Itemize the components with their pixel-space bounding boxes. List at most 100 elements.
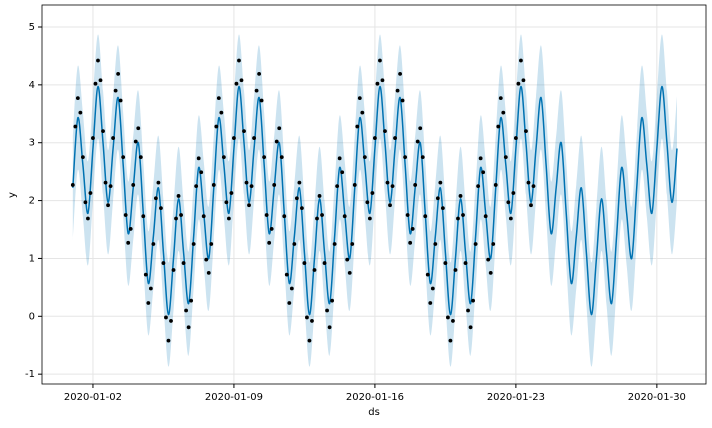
- observed-point: [481, 170, 486, 175]
- y-axis-label: y: [7, 192, 18, 198]
- observed-point: [390, 184, 395, 189]
- observed-point: [360, 110, 365, 115]
- observed-point: [249, 184, 254, 189]
- observed-point: [476, 184, 481, 189]
- x-axis-label: ds: [368, 407, 380, 418]
- observed-point: [317, 194, 322, 198]
- observed-point: [398, 71, 402, 76]
- observed-point: [262, 155, 267, 160]
- observed-point: [209, 242, 214, 246]
- observed-point: [257, 71, 262, 76]
- observed-point: [446, 315, 450, 320]
- y-tick-label: 1: [29, 253, 35, 264]
- observed-point: [332, 242, 337, 246]
- observed-point: [194, 184, 199, 189]
- observed-point: [201, 214, 206, 219]
- observed-point: [433, 242, 438, 246]
- observed-point: [300, 206, 304, 210]
- observed-point: [128, 227, 133, 231]
- observed-point: [496, 124, 501, 129]
- observed-point: [277, 126, 282, 131]
- observed-point: [403, 155, 408, 160]
- observed-point: [279, 155, 284, 160]
- observed-point: [310, 319, 314, 323]
- observed-point: [133, 139, 138, 144]
- x-tick-label: 2020-01-09: [205, 392, 263, 403]
- observed-point: [232, 136, 236, 140]
- observed-point: [88, 191, 93, 195]
- observed-point: [327, 325, 332, 330]
- observed-point: [443, 261, 448, 265]
- observed-point: [138, 155, 143, 160]
- observed-point: [148, 286, 153, 291]
- observed-point: [181, 261, 186, 265]
- plot-area: [42, 5, 706, 384]
- observed-point: [473, 242, 478, 246]
- observed-point: [347, 271, 352, 275]
- observed-point: [355, 124, 360, 129]
- x-tick-label: 2020-01-23: [487, 392, 545, 403]
- observed-point: [519, 58, 523, 63]
- observed-point: [400, 98, 405, 103]
- observed-point: [121, 155, 126, 160]
- observed-point: [430, 286, 435, 291]
- observed-point: [136, 126, 141, 131]
- observed-point: [529, 203, 533, 208]
- observed-point: [302, 261, 307, 265]
- observed-point: [237, 58, 241, 63]
- observed-point: [345, 257, 350, 262]
- observed-point: [166, 338, 171, 343]
- observed-point: [196, 156, 201, 161]
- observed-point: [516, 81, 521, 86]
- observed-point: [141, 214, 146, 219]
- observed-point: [350, 242, 355, 246]
- observed-point: [171, 268, 176, 272]
- observed-point: [214, 124, 219, 129]
- observed-point: [483, 214, 488, 219]
- observed-point: [503, 155, 508, 160]
- observed-point: [325, 308, 329, 313]
- observed-point: [292, 242, 297, 246]
- observed-point: [478, 156, 483, 161]
- observed-point: [264, 213, 269, 217]
- observed-point: [284, 272, 289, 277]
- observed-point: [86, 216, 90, 221]
- y-tick-label: 3: [29, 138, 35, 149]
- observed-point: [267, 240, 272, 245]
- observed-point: [501, 110, 506, 115]
- observed-point: [521, 78, 526, 83]
- observed-point: [448, 338, 453, 343]
- observed-point: [106, 203, 110, 208]
- observed-point: [508, 216, 513, 221]
- observed-point: [340, 170, 345, 175]
- observed-point: [425, 272, 430, 277]
- observed-point: [131, 183, 136, 187]
- observed-point: [297, 180, 302, 185]
- observed-point: [216, 96, 221, 101]
- y-tick-label: 2: [29, 196, 35, 207]
- observed-point: [206, 271, 211, 275]
- observed-point: [78, 110, 83, 115]
- observed-point: [410, 227, 415, 231]
- observed-point: [373, 136, 377, 140]
- observed-point: [408, 240, 413, 245]
- y-tick-label: 5: [29, 22, 35, 33]
- observed-point: [435, 196, 440, 201]
- observed-point: [108, 184, 113, 189]
- observed-point: [498, 96, 503, 101]
- observed-point: [93, 81, 98, 86]
- observed-point: [169, 319, 173, 323]
- observed-point: [388, 203, 392, 208]
- observed-point: [174, 216, 178, 221]
- observed-point: [191, 242, 196, 246]
- observed-point: [179, 213, 183, 217]
- observed-point: [337, 156, 342, 161]
- observed-point: [451, 319, 455, 323]
- observed-point: [307, 338, 312, 343]
- observed-point: [385, 180, 390, 185]
- observed-point: [418, 126, 423, 131]
- observed-point: [294, 196, 299, 201]
- observed-point: [420, 155, 425, 160]
- observed-point: [458, 194, 463, 198]
- observed-point: [221, 155, 226, 160]
